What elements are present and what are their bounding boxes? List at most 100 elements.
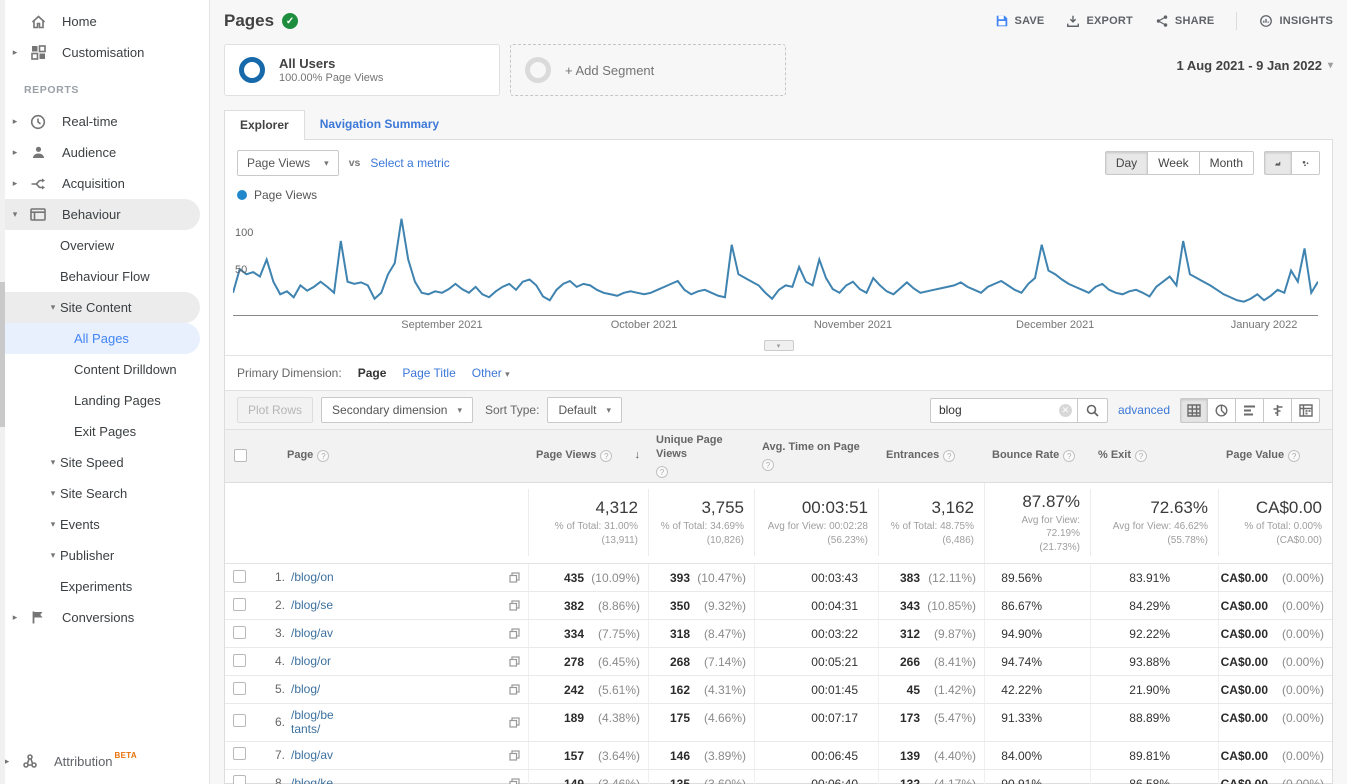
sort-type-dropdown[interactable]: Default ▾ <box>547 397 623 423</box>
sidebar-item-experiments[interactable]: Experiments <box>0 571 209 602</box>
line-chart-view-button[interactable] <box>1264 151 1292 175</box>
tab-explorer[interactable]: Explorer <box>224 110 305 140</box>
pivot-view-icon[interactable] <box>1292 397 1320 423</box>
sidebar-item-home[interactable]: Home <box>0 6 209 37</box>
clear-search-icon[interactable]: ✕ <box>1058 403 1072 417</box>
help-icon[interactable]: ? <box>943 449 956 462</box>
data-table-view-icon[interactable] <box>1180 397 1208 423</box>
sidebar-item-site-search[interactable]: ▾ Site Search <box>0 478 209 509</box>
open-page-icon[interactable] <box>509 628 520 639</box>
col-header-avg-time[interactable]: Avg. Time on Page? <box>762 440 860 471</box>
select-metric-link[interactable]: Select a metric <box>370 156 450 170</box>
col-header-exit[interactable]: % Exit? <box>1090 445 1218 467</box>
page-link[interactable]: /blog/or <box>291 654 332 669</box>
add-segment-button[interactable]: + Add Segment <box>510 44 786 96</box>
metric-dropdown[interactable]: Page Views ▾ <box>237 150 339 176</box>
sidebar-item-acquisition[interactable]: ▸ Acquisition <box>0 168 209 199</box>
page-link[interactable]: /blog/se <box>291 598 334 613</box>
table-row[interactable]: 3. /blog/av 334 (7.75%) 318 (8.47%) 00:03:22 31… <box>225 620 1332 648</box>
segment-all-users[interactable]: All Users 100.00% Page Views <box>224 44 500 96</box>
col-header-page-views[interactable]: Page Views? ↓ <box>536 448 640 462</box>
col-header-page[interactable]: Page? <box>255 445 528 467</box>
open-page-icon[interactable] <box>509 684 520 695</box>
open-page-icon[interactable] <box>509 717 520 728</box>
open-page-icon[interactable] <box>509 656 520 667</box>
granularity-month[interactable]: Month <box>1199 151 1254 175</box>
sidebar-item-landing-pages[interactable]: Landing Pages <box>0 385 209 416</box>
help-icon[interactable]: ? <box>1135 449 1148 462</box>
sidebar-item-overview[interactable]: Overview <box>0 230 209 261</box>
date-range-picker[interactable]: 1 Aug 2021 - 9 Jan 2022 ▾ <box>1176 58 1333 73</box>
help-icon[interactable]: ? <box>1288 449 1301 462</box>
sidebar-item-events[interactable]: ▾ Events <box>0 509 209 540</box>
performance-view-icon[interactable] <box>1236 397 1264 423</box>
table-row[interactable]: 7. /blog/av 157 (3.64%) 146 (3.89%) 00:06:45 13… <box>225 741 1332 770</box>
sidebar-item-behaviour-flow[interactable]: Behaviour Flow <box>0 261 209 292</box>
col-header-entrances[interactable]: Entrances? <box>878 445 984 467</box>
help-icon[interactable]: ? <box>317 449 330 462</box>
motion-chart-view-button[interactable] <box>1292 151 1320 175</box>
percentage-view-icon[interactable] <box>1208 397 1236 423</box>
row-checkbox[interactable] <box>225 710 255 734</box>
table-row[interactable]: 5. /blog/242 (5.61%) 162 (4.31%) 00:01:45 45 (1… <box>225 676 1332 704</box>
sidebar-item-publisher[interactable]: ▾ Publisher <box>0 540 209 571</box>
row-checkbox[interactable] <box>225 678 255 702</box>
page-link[interactable]: /blog/ <box>291 682 321 697</box>
dimension-page-title[interactable]: Page Title <box>402 366 456 380</box>
page-link[interactable]: /blog/av <box>291 748 334 763</box>
dimension-other[interactable]: Other ▾ <box>471 366 510 380</box>
help-icon[interactable]: ? <box>656 465 668 478</box>
granularity-day[interactable]: Day <box>1104 151 1149 175</box>
help-icon[interactable]: ? <box>600 449 613 462</box>
export-button[interactable]: EXPORT <box>1066 14 1133 28</box>
col-header-unique-page-views[interactable]: Unique Page Views? <box>656 434 723 478</box>
sidebar-item-real-time[interactable]: ▸ Real-time <box>0 106 209 137</box>
open-page-icon[interactable] <box>509 600 520 611</box>
plot-rows-button[interactable]: Plot Rows <box>237 397 314 423</box>
sidebar-item-content-drilldown[interactable]: Content Drilldown <box>0 354 209 385</box>
sidebar-item-customisation[interactable]: ▸ Customisation <box>0 37 209 68</box>
save-button[interactable]: SAVE <box>995 14 1045 28</box>
open-page-icon[interactable] <box>509 572 520 583</box>
dimension-page[interactable]: Page <box>357 366 387 380</box>
sidebar-item-site-speed[interactable]: ▾ Site Speed <box>0 447 209 478</box>
collapse-chart-control[interactable]: ▾ <box>763 340 794 351</box>
granularity-week[interactable]: Week <box>1148 151 1200 175</box>
sidebar-item-exit-pages[interactable]: Exit Pages <box>0 416 209 447</box>
row-checkbox[interactable] <box>225 594 255 618</box>
tab-navigation-summary[interactable]: Navigation Summary <box>319 117 440 131</box>
open-page-icon[interactable] <box>509 750 520 761</box>
comparison-view-icon[interactable] <box>1264 397 1292 423</box>
row-checkbox[interactable] <box>225 566 255 590</box>
page-link[interactable]: /blog/on <box>291 570 334 585</box>
select-all-checkbox[interactable] <box>225 445 255 466</box>
sidebar-item-behaviour[interactable]: ▾ Behaviour <box>0 199 200 230</box>
help-icon[interactable]: ? <box>1063 449 1076 462</box>
secondary-dimension-dropdown[interactable]: Secondary dimension ▾ <box>321 397 473 423</box>
sidebar-item-conversions[interactable]: ▸ Conversions <box>0 602 209 633</box>
share-button[interactable]: SHARE <box>1155 14 1215 28</box>
search-input[interactable] <box>929 397 1078 423</box>
advanced-search-link[interactable]: advanced <box>1117 403 1170 417</box>
table-row[interactable]: 4. /blog/or 278 (6.45%) 268 (7.14%) 00:05:21 26… <box>225 648 1332 676</box>
page-link[interactable]: /blog/av <box>291 626 334 641</box>
insights-button[interactable]: INSIGHTS <box>1259 14 1333 28</box>
table-row[interactable]: 2. /blog/se 382 (8.86%) 350 (9.32%) 00:04:31 34… <box>225 592 1332 620</box>
sidebar-item-audience[interactable]: ▸ Audience <box>0 137 209 168</box>
row-checkbox[interactable] <box>225 650 255 674</box>
table-row[interactable]: 1. /blog/on 435 (10.09%) 393 (10.47%) 00:03:43… <box>225 564 1332 592</box>
row-checkbox[interactable] <box>225 771 255 784</box>
sidebar-item-site-content[interactable]: ▾ Site Content <box>0 292 200 323</box>
page-link[interactable]: /blog/be tants/ <box>291 708 334 737</box>
sidebar-item-attribution[interactable]: ▸ Attribution BETA <box>0 744 209 778</box>
open-page-icon[interactable] <box>509 778 520 784</box>
sidebar-scrollbar[interactable] <box>0 0 5 784</box>
help-icon[interactable]: ? <box>762 458 774 471</box>
col-header-page-value[interactable]: Page Value? <box>1218 445 1332 467</box>
search-button[interactable] <box>1077 397 1108 423</box>
row-checkbox[interactable] <box>225 622 255 646</box>
col-header-bounce-rate[interactable]: Bounce Rate? <box>984 445 1090 467</box>
table-row[interactable]: 6. /blog/be tants/189 (4.38%) 175 (4.66%) 00:0… <box>225 704 1332 742</box>
table-row[interactable]: 8. /blog/ke 149 (3.46%) 135 (3.60%) 00:06:40 13… <box>225 769 1332 784</box>
sidebar-item-all-pages[interactable]: All Pages <box>0 323 200 354</box>
